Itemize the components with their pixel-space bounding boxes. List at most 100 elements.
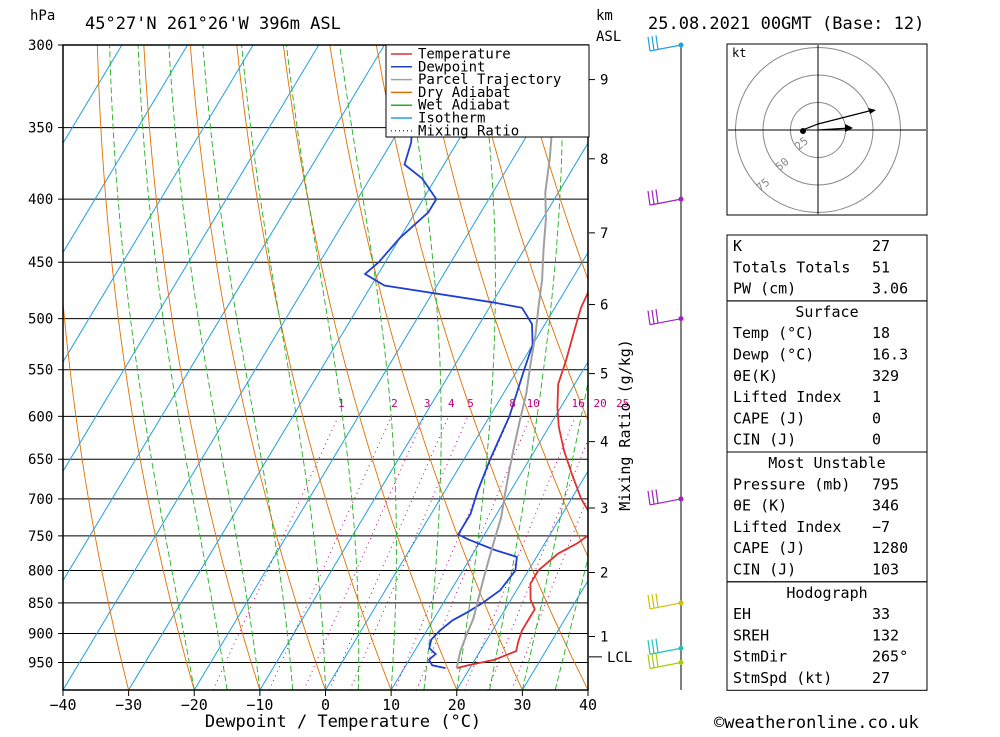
pressure-tick-label: 500	[28, 312, 53, 328]
dry-adiabat-line	[143, 45, 261, 690]
index-label: CAPE (J)	[733, 539, 805, 557]
dry-adiabat-line	[236, 45, 392, 690]
km-tick-label: 3	[600, 501, 608, 517]
wet-adiabat-line	[339, 45, 397, 690]
isotherm-line	[521, 579, 588, 690]
mixing-ratio-label: 20	[594, 397, 607, 410]
hodograph-arrowhead	[868, 108, 876, 114]
mixing-ratio-label: 3	[424, 397, 431, 410]
wind-barbs	[647, 35, 684, 670]
wind-barb-feather	[651, 309, 655, 324]
wind-barb-feather	[647, 490, 651, 506]
pressure-tick-label: 550	[28, 363, 53, 379]
wind-barb-feather	[651, 639, 655, 654]
dry-adiabat-line	[981, 45, 1000, 690]
x-tick-label: 0	[321, 696, 330, 714]
x-tick-label: 40	[579, 696, 597, 714]
isotherm-line	[325, 251, 588, 690]
x-tick-label: −40	[49, 696, 76, 714]
index-value: 0	[872, 409, 881, 427]
index-label: StmDir	[733, 648, 787, 666]
wind-barb-feather	[647, 640, 651, 655]
wet-adiabat-line	[521, 380, 588, 690]
wind-barb	[647, 489, 684, 506]
mixing-ratio-line	[415, 416, 531, 690]
mixing-ratio-label: 25	[616, 397, 629, 410]
index-label: CAPE (J)	[733, 409, 805, 427]
dry-adiabat-line	[468, 45, 588, 422]
mixing-ratio-label: 10	[527, 397, 540, 410]
wind-barb-shaft	[649, 44, 682, 52]
isotherm-line	[259, 142, 588, 690]
isotherm-line	[63, 45, 451, 690]
series-temperature	[456, 290, 588, 669]
storm-motion-arrowhead	[845, 124, 853, 132]
km-unit-label: km	[596, 8, 613, 24]
wind-barb-feather	[647, 36, 651, 52]
index-value: 103	[872, 561, 899, 579]
copyright-footer: ©weatheronline.co.uk	[714, 713, 919, 733]
index-value: 1280	[872, 539, 908, 557]
index-label: Pressure (mb)	[733, 475, 850, 493]
index-label: EH	[733, 605, 751, 623]
index-label: SREH	[733, 626, 769, 644]
indices-section-title: Most Unstable	[768, 454, 885, 472]
hodograph-start-dot	[800, 128, 806, 134]
legend-label: Wet Adiabat	[418, 98, 511, 114]
index-value: −7	[872, 518, 890, 536]
wind-barb	[647, 189, 684, 206]
dry-adiabat-line	[63, 298, 130, 690]
indices-section-title: Hodograph	[786, 584, 867, 602]
index-value: 27	[872, 237, 890, 255]
wind-barb	[647, 593, 684, 610]
km-height-ticks: 1 2 3 4 5 6 7 8 9 LCL	[589, 73, 632, 666]
wind-barb-shaft	[649, 647, 682, 655]
index-value: 18	[872, 324, 890, 342]
index-value: 51	[872, 258, 890, 276]
wind-barb-feather	[651, 490, 655, 505]
index-value: 27	[872, 669, 890, 687]
index-value: 1	[872, 388, 881, 406]
legend-label: Isotherm	[418, 111, 485, 127]
pressure-tick-label: 650	[28, 452, 53, 468]
mixing-ratio-label: 4	[448, 397, 455, 410]
wind-barb-shaft	[649, 498, 682, 506]
mixing-ratio-line	[212, 416, 339, 690]
wet-adiabat-line	[403, 45, 442, 690]
lcl-label: LCL	[607, 650, 632, 666]
hodograph-trace	[799, 109, 874, 132]
indices-table: K 27 Totals Totals 51 PW (cm) 3.06 Surface Temp…	[726, 234, 928, 691]
wind-barb-feather	[655, 593, 659, 608]
km-tick-label: 2	[600, 565, 608, 581]
km-tick-label: 6	[600, 298, 608, 314]
mixing-ratio-line	[329, 416, 450, 690]
wind-barb-feather	[647, 654, 651, 669]
series-parcel-trajectory	[455, 53, 555, 669]
isotherm-line	[63, 45, 254, 363]
wind-barb-shaft	[649, 318, 682, 326]
dry-adiabat-line	[934, 45, 1000, 690]
dry-adiabat-line	[329, 45, 523, 690]
legend-label: Parcel Trajectory	[418, 72, 561, 88]
km-tick-label: 7	[600, 226, 608, 242]
index-value: 3.06	[872, 280, 908, 298]
pressure-tick-label: 800	[28, 563, 53, 579]
index-label: Temp (°C)	[733, 324, 814, 342]
wind-barb-feather	[651, 190, 655, 205]
km-tick-label: 1	[600, 630, 608, 646]
index-value: 795	[872, 475, 899, 493]
mixing-ratio-label: 8	[509, 397, 516, 410]
index-label: PW (cm)	[733, 280, 796, 298]
isotherm-line	[63, 45, 188, 254]
dry-adiabat-line	[189, 45, 326, 690]
index-value: 346	[872, 497, 899, 515]
index-value: 16.3	[872, 346, 908, 364]
km-tick-label: 5	[600, 367, 608, 383]
wind-barb-shaft	[649, 198, 682, 206]
pressure-tick-label: 450	[28, 255, 53, 271]
mixing-ratio-line	[349, 416, 469, 690]
index-label: θE(K)	[733, 367, 778, 385]
wind-barb	[647, 638, 684, 655]
wind-barb	[647, 35, 684, 52]
